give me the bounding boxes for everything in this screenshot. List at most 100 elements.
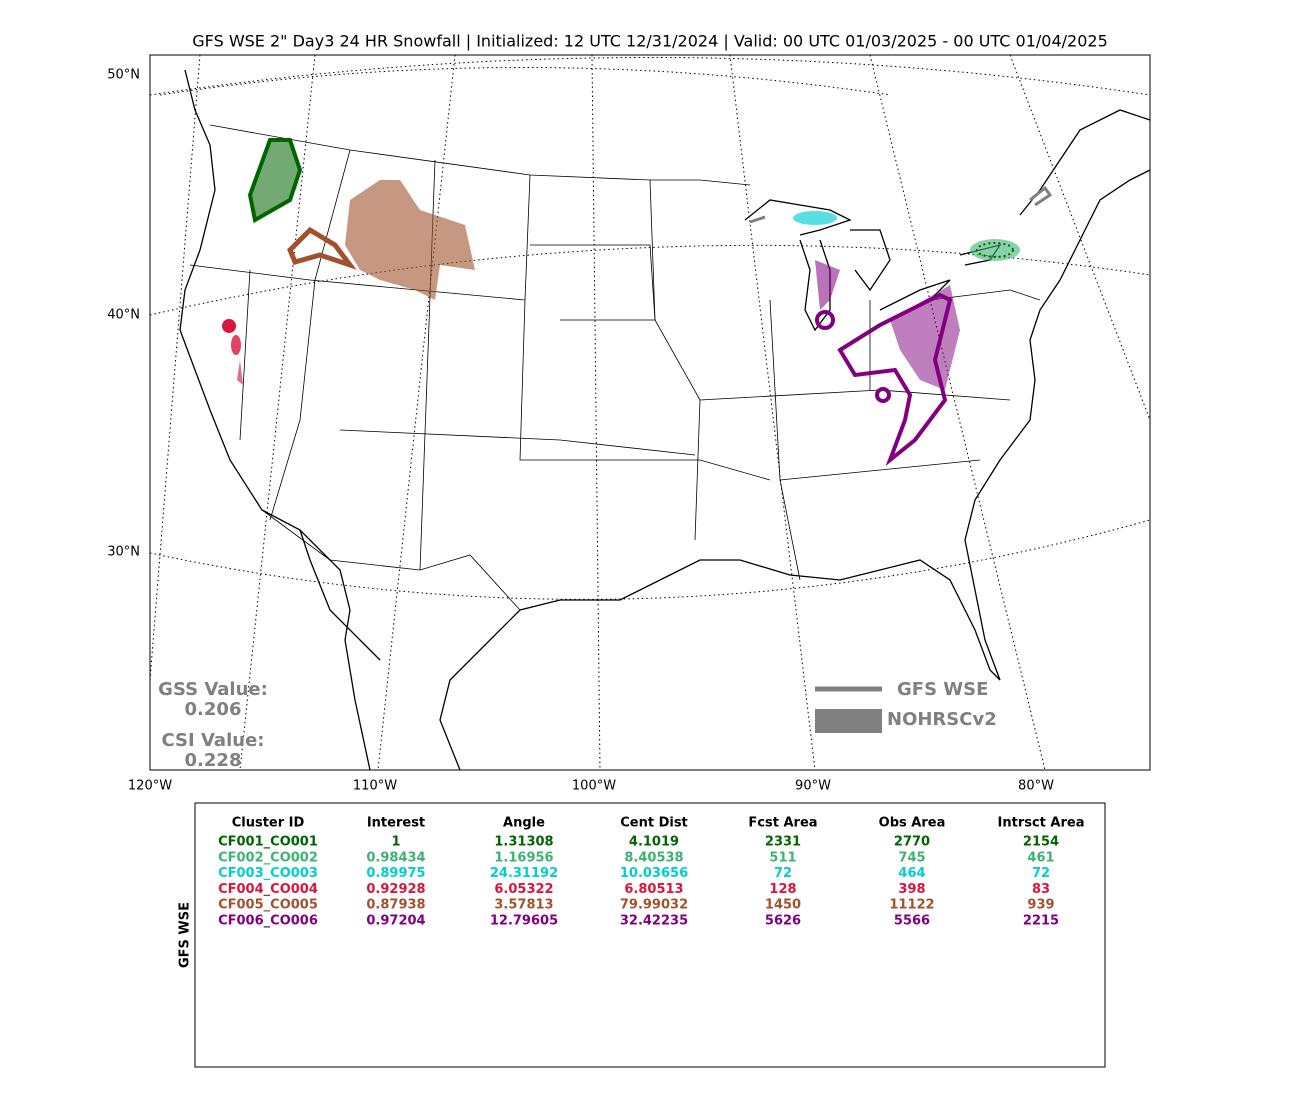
- lat-label: 40°N: [107, 308, 140, 323]
- table-cell: 83: [1032, 882, 1050, 897]
- map: [149, 54, 1151, 771]
- cluster-cf005: [345, 180, 475, 300]
- lat-label: 50°N: [107, 68, 140, 83]
- table-frame: [194, 802, 1106, 1068]
- table-cell: 72: [774, 866, 792, 881]
- column-header: Angle: [503, 816, 545, 831]
- lake-superior: [744, 199, 852, 236]
- table-cell: 1.16956: [494, 850, 553, 865]
- graticule: [869, 54, 1046, 771]
- graticule: [377, 54, 456, 771]
- graticule: [159, 67, 891, 96]
- cluster-cf006-fcst: [815, 310, 835, 330]
- table-cell: 12.79605: [490, 914, 558, 929]
- table-cell: 461: [1027, 850, 1054, 865]
- coastline: [179, 69, 371, 771]
- lat-label: 30°N: [107, 545, 140, 560]
- graticule: [149, 54, 201, 681]
- table-cell: CF006_CO006: [218, 914, 318, 929]
- table-cell: 398: [898, 882, 925, 897]
- table-cell: CF001_CO001: [218, 835, 318, 850]
- cluster-cf002: [970, 239, 1020, 261]
- table-cell: CF005_CO005: [218, 898, 318, 913]
- lon-label: 90°W: [795, 779, 831, 794]
- table-cell: 10.03656: [620, 866, 688, 881]
- table-cell: 745: [898, 850, 925, 865]
- title: GFS WSE 2" Day3 24 HR Snowfall | Initial…: [192, 32, 1108, 51]
- table-cell: 1: [391, 835, 400, 850]
- lon-label: 100°W: [572, 779, 616, 794]
- table-cell: 2154: [1023, 835, 1059, 850]
- stat-value: 0.228: [185, 750, 242, 771]
- labels: 50°N 40°N 30°N 120°W 110°W 100°W 90°W 80°W GSS V…: [107, 68, 1084, 969]
- table-cell: 0.97204: [366, 914, 425, 929]
- table-cell: 11122: [889, 898, 934, 913]
- table-cell: 6.05322: [494, 882, 553, 897]
- table-cell: CF003_CO003: [218, 866, 318, 881]
- state-line: [779, 459, 981, 481]
- lon-label: 120°W: [128, 779, 172, 794]
- table-cell: CF004_CO004: [218, 882, 318, 897]
- coastline: [439, 169, 1151, 771]
- state-line: [929, 289, 1041, 301]
- table-cell: 3.57813: [494, 898, 553, 913]
- cluster-cf003: [793, 211, 837, 225]
- table-cell: 0.92928: [366, 882, 425, 897]
- cluster-cf006-fcst: [837, 292, 953, 467]
- table-cell: 1450: [765, 898, 801, 913]
- border: [209, 124, 751, 186]
- table-cell: 0.89975: [366, 866, 425, 881]
- legend-label: GFS WSE: [897, 679, 988, 700]
- cluster-cf004-obs: [237, 360, 243, 385]
- column-header: Cent Dist: [620, 816, 688, 831]
- table-cell: 939: [1027, 898, 1054, 913]
- stat-label: GSS Value:: [158, 679, 268, 700]
- graticule: [149, 519, 1151, 600]
- table-cell: 0.98434: [366, 850, 425, 865]
- table-cell: 0.87938: [366, 898, 425, 913]
- table-cell: 4.1019: [629, 835, 679, 850]
- column-header: Interest: [367, 816, 425, 831]
- graticule: [729, 54, 816, 771]
- stat-label: CSI Value:: [162, 730, 265, 751]
- stat-value: 0.206: [185, 699, 242, 720]
- column-header: Obs Area: [879, 816, 946, 831]
- table-cell: 72: [1032, 866, 1050, 881]
- table-cell: 2770: [894, 835, 930, 850]
- cluster-unmatched: [1029, 185, 1053, 207]
- graticule: [239, 54, 316, 771]
- cluster-cf004: [222, 319, 236, 333]
- table-cell: 79.99032: [620, 898, 688, 913]
- table-cell: 24.31192: [490, 866, 558, 881]
- map-frame: [149, 54, 1151, 771]
- cluster-cf006: [815, 260, 840, 310]
- table-cell: 8.40538: [624, 850, 683, 865]
- table-cell: 5626: [765, 914, 801, 929]
- lon-label: 110°W: [353, 779, 397, 794]
- legend-label: NOHRSCv2: [887, 709, 997, 730]
- state-line: [269, 149, 351, 521]
- cluster-cf001: [247, 138, 303, 224]
- table-cell: 2215: [1023, 914, 1059, 929]
- lake-huron: [850, 229, 891, 292]
- table-cell: 511: [769, 850, 796, 865]
- column-header: Intrsct Area: [998, 816, 1085, 831]
- state-line: [530, 244, 656, 321]
- state-line: [239, 269, 251, 441]
- coastline: [299, 529, 381, 661]
- table-cell: 1.31308: [494, 835, 553, 850]
- state-line: [519, 299, 771, 481]
- table-cell: 32.42235: [620, 914, 688, 929]
- cluster-cf005-fcst: [287, 226, 357, 270]
- legend-swatch: [815, 709, 882, 733]
- column-header: Fcst Area: [748, 816, 817, 831]
- column-header: Cluster ID: [232, 816, 305, 831]
- cluster-unmatched: [749, 215, 766, 224]
- state-line: [649, 179, 701, 541]
- table-cell: 2331: [765, 835, 801, 850]
- cluster-cf002-fcst: [976, 242, 1014, 258]
- table-cell: 5566: [894, 914, 930, 929]
- cluster-cf004: [231, 335, 241, 355]
